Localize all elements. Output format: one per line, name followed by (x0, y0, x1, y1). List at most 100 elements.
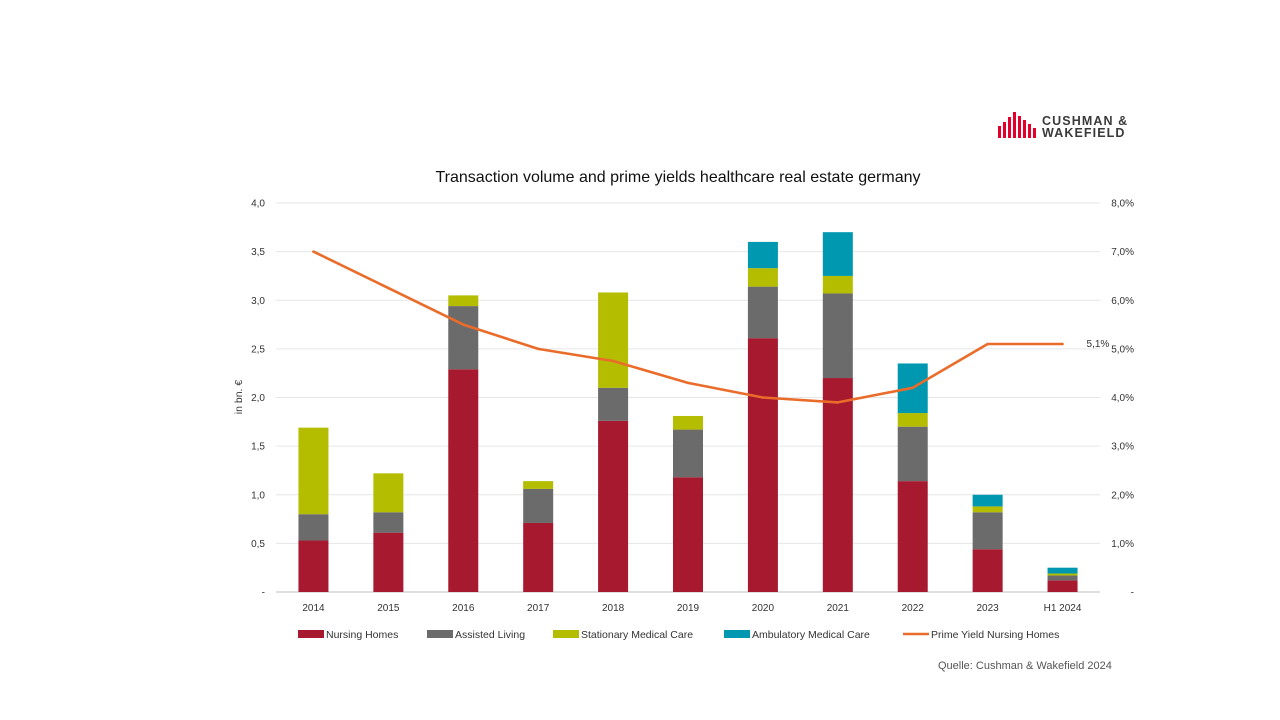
y2-tick-label: 2,0% (1111, 490, 1134, 501)
bar-nursing-homes (747, 338, 778, 592)
bar-stationary-medical-care (822, 275, 853, 294)
bar-nursing-homes (373, 532, 404, 592)
source-note: Quelle: Cushman & Wakefield 2024 (938, 660, 1112, 672)
bar-stationary-medical-care (972, 506, 1003, 513)
bar-stationary-medical-care (747, 268, 778, 287)
yield-point (611, 359, 615, 363)
y-tick-label: 1,5 (251, 442, 265, 453)
legend-swatch (298, 630, 324, 638)
yield-point (986, 342, 989, 346)
bar-stationary-medical-care (448, 295, 479, 307)
legend-swatch (427, 630, 453, 638)
x-tick-label: 2016 (452, 603, 475, 614)
bar-assisted-living (897, 426, 928, 482)
legend-label: Ambulatory Medical Care (752, 629, 870, 641)
y-tick-label: 3,0 (251, 296, 265, 307)
y-tick-label: 4,0 (251, 199, 265, 210)
bar-assisted-living (1047, 575, 1078, 581)
yield-point (387, 286, 390, 290)
y2-tick-label: 1,0% (1111, 539, 1134, 550)
bar-nursing-homes (523, 522, 554, 592)
bar-stationary-medical-care (373, 473, 404, 513)
yield-point (836, 401, 840, 404)
bar-nursing-homes (897, 481, 928, 592)
bar-ambulatory-medical-care (1047, 567, 1078, 574)
y-tick-label: 1,0 (251, 490, 265, 501)
bar-nursing-homes (598, 420, 629, 592)
yield-annotation: 5,1% (1087, 339, 1110, 350)
yield-point (911, 386, 915, 390)
bar-stationary-medical-care (598, 292, 629, 388)
bar-nursing-homes (448, 369, 479, 592)
brand-line-1: CUSHMAN & (1042, 114, 1129, 128)
y-tick-label: 0,5 (251, 539, 265, 550)
yield-point (312, 250, 315, 253)
x-tick-label: 2019 (677, 603, 700, 614)
legend-label: Stationary Medical Care (581, 629, 693, 641)
y2-tick-label: 8,0% (1111, 199, 1134, 210)
legend: Nursing Homes Assisted Living Stationary M… (298, 629, 1059, 641)
left-axis: - 0,5 1,0 1,5 2,0 2,5 3,0 3,5 4,0 (251, 199, 265, 599)
yield-line-group: 5,1% (312, 250, 1110, 404)
chart-title: Transaction volume and prime yields heal… (436, 169, 921, 186)
x-tick-label: 2020 (752, 603, 775, 614)
bar-assisted-living (523, 488, 554, 523)
bar-stack-group (298, 232, 1078, 592)
x-tick-label: 2023 (977, 603, 1000, 614)
bar-assisted-living (972, 512, 1003, 550)
y-tick-label: 3,5 (251, 247, 265, 258)
brand-line-2: WAKEFIELD (1042, 126, 1126, 140)
cushman-wakefield-logo: CUSHMAN & WAKEFIELD (996, 108, 1146, 142)
y-tick-label: 2,0 (251, 393, 265, 404)
bar-nursing-homes (673, 477, 703, 592)
bar-nursing-homes (1047, 580, 1078, 592)
bar-assisted-living (448, 306, 479, 370)
bar-nursing-homes (298, 540, 329, 592)
yield-line (312, 250, 1063, 404)
bar-nursing-homes (822, 378, 853, 592)
y2-tick-label: 7,0% (1111, 247, 1134, 258)
bar-stationary-medical-care (673, 415, 703, 430)
yield-point (1061, 342, 1064, 346)
y-tick-label: 2,5 (251, 344, 265, 355)
legend-label: Assisted Living (455, 629, 525, 641)
yield-point (761, 396, 765, 399)
building-bars-icon (998, 112, 1036, 138)
legend-label: Nursing Homes (326, 629, 398, 641)
y-axis-label: in bn. € (233, 380, 245, 415)
yield-point (536, 347, 540, 351)
bar-assisted-living (598, 387, 629, 421)
y2-tick-label: 6,0% (1111, 296, 1134, 307)
bar-stationary-medical-care (1047, 573, 1078, 576)
bar-nursing-homes (972, 549, 1003, 592)
bar-stationary-medical-care (523, 481, 554, 489)
bar-ambulatory-medical-care (747, 241, 778, 269)
yield-point (686, 381, 690, 385)
bar-assisted-living (373, 512, 404, 533)
y-tick-label: - (262, 588, 265, 599)
y2-tick-label: 5,0% (1111, 344, 1134, 355)
bar-ambulatory-medical-care (822, 232, 853, 276)
x-tick-label: 2017 (527, 603, 550, 614)
legend-label: Prime Yield Nursing Homes (931, 629, 1059, 641)
legend-swatch (724, 630, 750, 638)
bar-assisted-living (298, 514, 329, 541)
y2-tick-label: 4,0% (1111, 393, 1134, 404)
right-axis: - 1,0% 2,0% 3,0% 4,0% 5,0% 6,0% 7,0% 8,0% (1111, 199, 1134, 599)
bar-stationary-medical-care (298, 427, 329, 515)
bar-assisted-living (673, 429, 703, 478)
y2-tick-label: 3,0% (1111, 442, 1134, 453)
legend-swatch (553, 630, 579, 638)
x-tick-label: H1 2024 (1044, 603, 1082, 614)
bar-assisted-living (747, 286, 778, 339)
y2-tick-label: - (1131, 588, 1134, 599)
x-tick-label: 2015 (377, 603, 400, 614)
yield-point (461, 323, 465, 326)
x-axis: 2014 2015 2016 2017 2018 2019 2020 2021 2022 2023… (302, 603, 1082, 614)
x-tick-label: 2021 (827, 603, 850, 614)
bar-stationary-medical-care (897, 413, 928, 427)
x-tick-label: 2018 (602, 603, 625, 614)
bar-ambulatory-medical-care (972, 494, 1003, 507)
x-tick-label: 2022 (902, 603, 925, 614)
